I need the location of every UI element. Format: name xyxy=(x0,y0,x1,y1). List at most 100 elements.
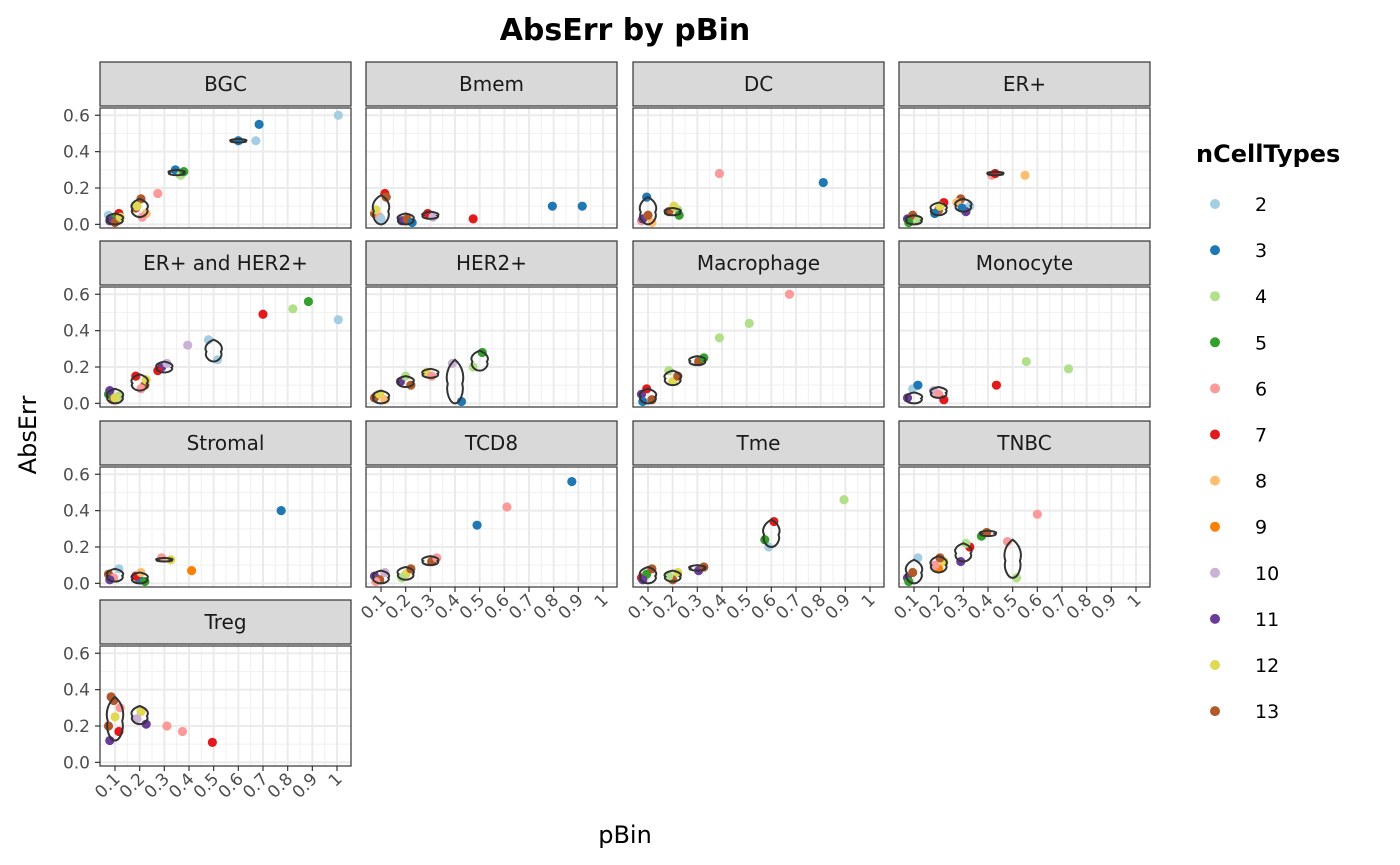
legend-label: 3 xyxy=(1255,240,1267,262)
facet-strip xyxy=(365,61,618,107)
legend-key xyxy=(1210,613,1220,624)
violin xyxy=(130,704,149,726)
legend-item: 8 xyxy=(1210,471,1267,493)
y-tick-label: 0.6 xyxy=(63,106,90,126)
facet-strip xyxy=(898,420,1151,466)
facet-panel: Macrophage xyxy=(632,240,885,408)
data-point xyxy=(288,304,298,314)
y-tick-label: 0.4 xyxy=(63,322,90,342)
data-point xyxy=(990,168,1000,179)
data-point xyxy=(744,318,754,328)
facet-strip xyxy=(99,240,352,286)
violin xyxy=(663,369,682,387)
legend-key xyxy=(1210,429,1220,440)
facet-label: Monocyte xyxy=(976,251,1073,275)
data-point xyxy=(643,210,653,220)
x-tick-label: 0.9 xyxy=(555,590,588,623)
x-tick-label: 1 xyxy=(325,769,347,791)
y-tick-label: 0.2 xyxy=(63,717,90,737)
facet-strip xyxy=(99,599,352,645)
facet-panels: BGC 0.0 0.2 0.4 0.6 Bmem DC ER+ ER+ and HER2+ 0.0… xyxy=(63,61,1151,803)
data-point xyxy=(567,476,577,487)
y-tick-label: 0.2 xyxy=(63,358,90,378)
facet-panel: ER+ and HER2+ 0.0 0.2 0.4 0.6 xyxy=(63,240,352,414)
legend-key xyxy=(1210,706,1220,717)
y-tick-label: 0.0 xyxy=(63,753,90,773)
violin xyxy=(663,569,682,583)
violin xyxy=(371,194,391,226)
data-point xyxy=(839,495,849,505)
y-tick-label: 0.2 xyxy=(63,179,90,199)
violin xyxy=(130,373,149,392)
x-tick-label: 1 xyxy=(1124,590,1146,612)
panel-area xyxy=(365,286,618,408)
data-point xyxy=(187,566,197,576)
y-tick-label: 0.2 xyxy=(63,538,90,558)
legend-label: 11 xyxy=(1255,609,1279,631)
data-point xyxy=(1011,573,1022,583)
legend-item: 5 xyxy=(1210,332,1267,354)
facet-panel: Bmem xyxy=(365,61,618,229)
violin xyxy=(688,564,707,572)
y-tick-label: 0.6 xyxy=(63,465,90,485)
data-point xyxy=(381,192,391,202)
data-point xyxy=(991,380,1002,390)
legend-key xyxy=(1210,245,1220,256)
legend-item: 11 xyxy=(1210,609,1279,631)
legend-label: 13 xyxy=(1255,701,1279,723)
violin xyxy=(663,206,682,217)
x-tick-label: 0.9 xyxy=(289,769,322,802)
violin xyxy=(396,212,415,226)
legend-label: 10 xyxy=(1255,563,1279,585)
violin xyxy=(105,212,125,226)
facet-strip xyxy=(365,420,618,466)
panel-area: 0.10.20.30.40.50.60.70.80.9 1 xyxy=(357,466,618,624)
data-point xyxy=(110,393,120,403)
y-tick-label: 0.4 xyxy=(63,502,90,522)
panel-border xyxy=(99,466,352,588)
violin xyxy=(371,569,391,585)
facet-strip xyxy=(898,240,1151,286)
violin xyxy=(105,695,125,742)
facet-label: ER+ xyxy=(1003,72,1046,96)
violin xyxy=(638,195,658,226)
data-point xyxy=(141,719,151,729)
data-point xyxy=(1021,356,1031,367)
legend-label: 7 xyxy=(1255,425,1267,447)
violin xyxy=(904,214,924,226)
data-point xyxy=(784,289,795,299)
legend-item: 4 xyxy=(1210,286,1267,308)
legend-item: 9 xyxy=(1210,517,1267,539)
panel-area xyxy=(365,107,618,229)
legend: nCellTypes 2 3 4 5 6 7 8 9 10 11 12 13 xyxy=(1196,140,1340,723)
facet-strip xyxy=(632,61,885,107)
facet-panel: Treg0.00.20.40.60.10.20.30.40.50.60.70.8… xyxy=(63,599,352,803)
legend-key xyxy=(1210,383,1220,394)
violin xyxy=(445,358,465,405)
violin xyxy=(904,558,924,585)
y-axis-title: AbsErr xyxy=(14,396,42,475)
data-point xyxy=(110,712,120,722)
facet-label: ER+ and HER2+ xyxy=(143,251,308,275)
data-point xyxy=(258,309,268,319)
y-tick-label: 0.6 xyxy=(63,285,90,305)
data-point xyxy=(132,201,142,211)
violin xyxy=(954,197,973,213)
data-point xyxy=(233,136,243,146)
panel-area: 0.0 0.2 0.4 0.6 xyxy=(63,106,352,235)
panel-area xyxy=(898,286,1151,408)
data-point xyxy=(714,333,724,343)
legend-label: 12 xyxy=(1255,655,1279,677)
x-axis-title: pBin xyxy=(598,821,652,849)
violin xyxy=(229,137,248,144)
x-tick-label: 1 xyxy=(858,590,880,612)
y-tick-label: 0.4 xyxy=(63,681,90,701)
violin xyxy=(954,542,973,563)
violin xyxy=(155,360,174,374)
legend-label: 9 xyxy=(1255,517,1267,539)
data-point xyxy=(1002,536,1013,547)
data-point xyxy=(502,502,512,512)
data-point xyxy=(1032,509,1042,519)
violin xyxy=(978,529,998,538)
legend-title: nCellTypes xyxy=(1196,140,1340,168)
